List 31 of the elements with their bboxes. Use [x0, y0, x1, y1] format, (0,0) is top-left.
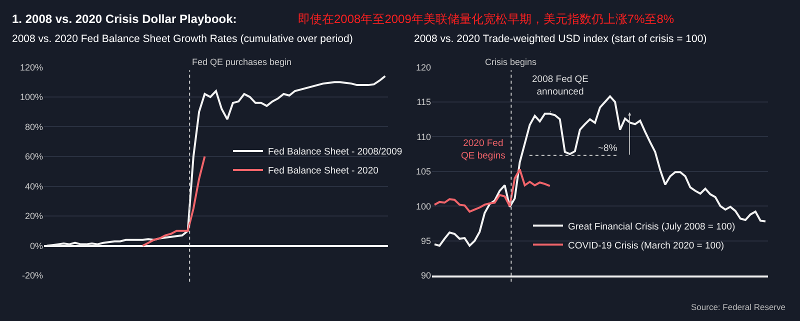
- legend-label: Great Financial Crisis (July 2008 = 100): [568, 221, 736, 232]
- y-tick-label: 100%: [20, 92, 43, 102]
- y-tick-label: 40%: [24, 181, 43, 192]
- source-note: Source: Federal Reserve: [691, 302, 786, 312]
- line-series: [434, 168, 551, 213]
- y-tick-label: 90: [420, 270, 431, 281]
- y-tick-label: 110: [416, 132, 431, 142]
- y-tick-label: 120%: [20, 62, 43, 72]
- annotation: ~8%: [598, 143, 618, 154]
- y-tick-label: 0%: [30, 240, 43, 251]
- y-tick-label: -20%: [22, 270, 43, 281]
- annotation: Crisis begins: [485, 57, 538, 67]
- annotation: 2008 Fed QE announced: [532, 74, 589, 98]
- y-tick-label: 100: [416, 201, 431, 212]
- chart-title: 2008 vs. 2020 Trade-weighted USD index (start of crisis = 100): [414, 33, 707, 45]
- annotation: 2020 Fed QE begins: [461, 138, 506, 162]
- text: Fed QE purchases begin: [192, 57, 292, 67]
- y-tick-label: 80%: [24, 122, 43, 132]
- legend-label: Fed Balance Sheet - 2008/2009: [268, 146, 402, 158]
- line-series: [142, 156, 206, 247]
- y-tick-label: 105: [416, 166, 431, 177]
- y-tick-label: 20%: [24, 211, 43, 222]
- legend-label: COVID-19 Crisis (March 2020 = 100): [568, 240, 724, 252]
- legend-label: Fed Balance Sheet - 2020: [268, 166, 378, 177]
- chart-title: 2008 vs. 2020 Fed Balance Sheet Growth Rates (cumulative over period): [12, 33, 353, 45]
- y-tick-label: 115: [416, 97, 431, 108]
- y-tick-label: 60%: [24, 152, 43, 162]
- text: 即使在2008年至2009年美联储量化宽松早期，美元指数仍上涨7%至8%: [298, 12, 674, 26]
- y-tick-label: 95: [420, 236, 431, 246]
- y-tick-label: 120: [416, 62, 431, 72]
- text: 1. 2008 vs. 2020 Crisis Dollar Playbook:: [12, 12, 237, 26]
